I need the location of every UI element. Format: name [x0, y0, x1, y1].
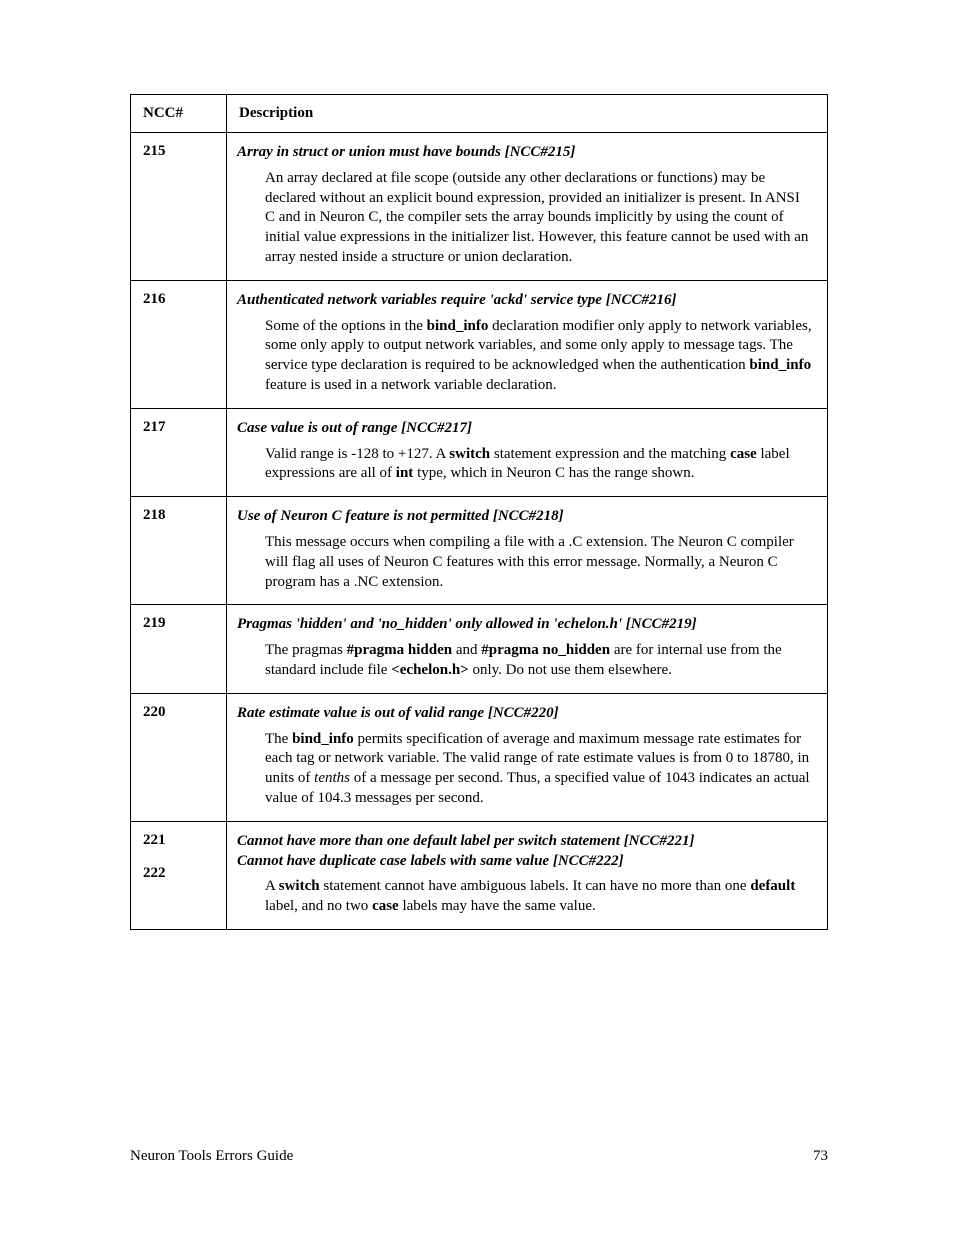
ncc-number: 216: [131, 280, 227, 408]
error-body: Some of the options in the bind_info dec…: [265, 317, 813, 396]
error-body: This message occurs when compiling a fil…: [265, 533, 813, 592]
error-description: Array in struct or union must have bound…: [227, 133, 828, 281]
error-title: Cannot have more than one default label …: [237, 832, 813, 872]
ncc-number: 217: [131, 408, 227, 496]
ncc-number: 220: [131, 693, 227, 821]
error-body: Valid range is -128 to +127. A switch st…: [265, 445, 813, 485]
error-description: Case value is out of range [NCC#217] Vali…: [227, 408, 828, 496]
header-description: Description: [227, 95, 828, 133]
error-description: Authenticated network variables require …: [227, 280, 828, 408]
error-description: Rate estimate value is out of valid rang…: [227, 693, 828, 821]
error-body: A switch statement cannot have ambiguous…: [265, 877, 813, 917]
table-row: 217 Case value is out of range [NCC#217] V…: [131, 408, 828, 496]
footer-page-number: 73: [813, 1148, 828, 1165]
error-description: Cannot have more than one default label …: [227, 821, 828, 929]
table-row: 218 Use of Neuron C feature is not permit…: [131, 497, 828, 605]
table-row: 215 Array in struct or union must have bo…: [131, 133, 828, 281]
header-ncc: NCC#: [131, 95, 227, 133]
table-row: 220 Rate estimate value is out of valid r…: [131, 693, 828, 821]
table-row: 221222Cannot have more than one default …: [131, 821, 828, 929]
error-title: Array in struct or union must have bound…: [237, 143, 813, 163]
error-title: Pragmas 'hidden' and 'no_hidden' only al…: [237, 615, 813, 635]
error-title: Authenticated network variables require …: [237, 291, 813, 311]
ncc-number: 218: [131, 497, 227, 605]
error-table: NCC# Description 215 Array in struct or u…: [130, 94, 828, 930]
table-row: 219 Pragmas 'hidden' and 'no_hidden' only…: [131, 605, 828, 693]
table-header-row: NCC# Description: [131, 95, 828, 133]
page-footer: Neuron Tools Errors Guide 73: [130, 1148, 828, 1165]
error-table-body: 215 Array in struct or union must have bo…: [131, 133, 828, 930]
footer-title: Neuron Tools Errors Guide: [130, 1148, 293, 1165]
ncc-number: 219: [131, 605, 227, 693]
ncc-number: 221222: [131, 821, 227, 929]
document-page: NCC# Description 215 Array in struct or u…: [0, 0, 954, 1235]
error-body: The bind_info permits specification of a…: [265, 730, 813, 809]
error-title: Use of Neuron C feature is not permitted…: [237, 507, 813, 527]
error-body: An array declared at file scope (outside…: [265, 169, 813, 268]
error-description: Pragmas 'hidden' and 'no_hidden' only al…: [227, 605, 828, 693]
table-row: 216 Authenticated network variables requi…: [131, 280, 828, 408]
error-description: Use of Neuron C feature is not permitted…: [227, 497, 828, 605]
ncc-number: 215: [131, 133, 227, 281]
error-title: Rate estimate value is out of valid rang…: [237, 704, 813, 724]
error-body: The pragmas #pragma hidden and #pragma n…: [265, 641, 813, 681]
error-title: Case value is out of range [NCC#217]: [237, 419, 813, 439]
